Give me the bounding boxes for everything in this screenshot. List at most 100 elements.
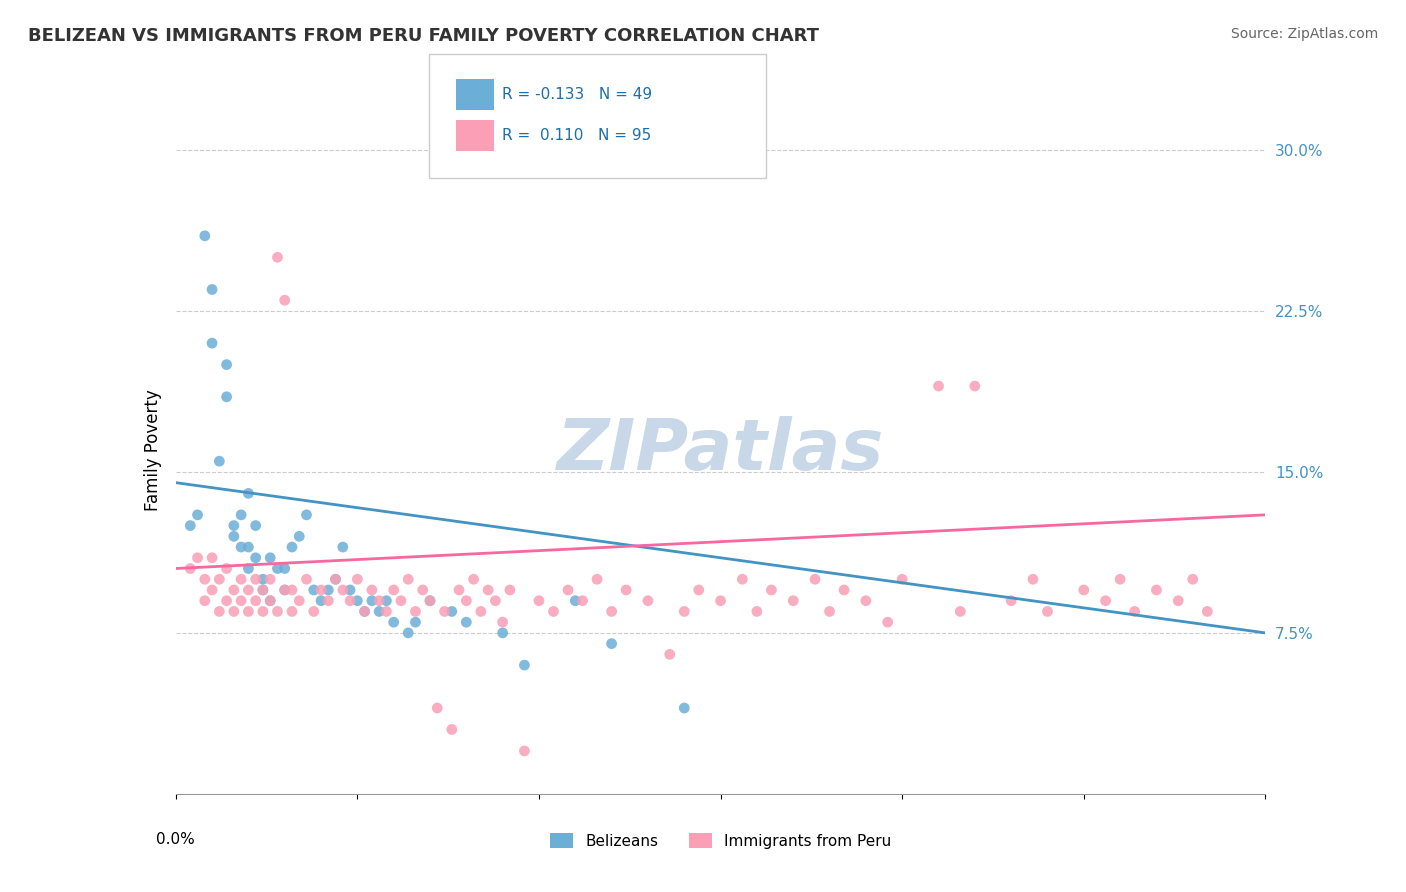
Point xyxy=(231,572,253,586)
Point xyxy=(295,572,318,586)
Point xyxy=(440,723,463,737)
Point xyxy=(375,604,398,618)
Point xyxy=(1000,593,1022,607)
Point xyxy=(215,561,238,575)
Point xyxy=(332,540,354,554)
Point xyxy=(332,582,354,597)
Point xyxy=(186,550,209,565)
Point xyxy=(274,582,297,597)
Point xyxy=(360,582,382,597)
Point xyxy=(513,658,536,673)
Point xyxy=(382,615,405,630)
Point xyxy=(252,604,274,618)
Point xyxy=(309,582,332,597)
Point xyxy=(259,593,281,607)
Point xyxy=(1123,604,1146,618)
Point xyxy=(477,582,499,597)
Point xyxy=(637,593,659,607)
Point xyxy=(274,561,297,575)
Point xyxy=(318,582,340,597)
Text: ZIPatlas: ZIPatlas xyxy=(557,416,884,485)
Point xyxy=(963,379,986,393)
Point xyxy=(419,593,441,607)
Point xyxy=(238,561,260,575)
Point xyxy=(396,572,419,586)
Point xyxy=(274,293,297,308)
Point xyxy=(382,582,405,597)
Point xyxy=(201,582,224,597)
Point xyxy=(353,604,375,618)
Point xyxy=(614,582,637,597)
Point xyxy=(201,336,224,351)
Point xyxy=(238,582,260,597)
Point xyxy=(245,550,267,565)
Point xyxy=(201,550,224,565)
Point xyxy=(231,508,253,522)
Point xyxy=(600,637,623,651)
Point xyxy=(499,582,522,597)
Y-axis label: Family Poverty: Family Poverty xyxy=(143,390,162,511)
Point xyxy=(215,358,238,372)
Point xyxy=(419,593,441,607)
Point xyxy=(309,593,332,607)
Point xyxy=(1167,593,1189,607)
Point xyxy=(252,572,274,586)
Point xyxy=(325,572,347,586)
Point xyxy=(208,604,231,618)
Point xyxy=(405,604,427,618)
Point xyxy=(855,593,877,607)
Point xyxy=(396,626,419,640)
Point xyxy=(440,604,463,618)
Point xyxy=(1109,572,1132,586)
Point xyxy=(527,593,550,607)
Point xyxy=(360,593,382,607)
Point xyxy=(266,561,288,575)
Point xyxy=(194,228,217,243)
Point xyxy=(949,604,972,618)
Point xyxy=(1022,572,1045,586)
Point xyxy=(586,572,609,586)
Point xyxy=(295,508,318,522)
Point xyxy=(281,604,304,618)
Point xyxy=(318,593,340,607)
Point xyxy=(456,615,478,630)
Text: Source: ZipAtlas.com: Source: ZipAtlas.com xyxy=(1230,27,1378,41)
Point xyxy=(194,572,217,586)
Point xyxy=(433,604,456,618)
Point xyxy=(600,604,623,618)
Point xyxy=(231,540,253,554)
Point xyxy=(1073,582,1095,597)
Point xyxy=(238,486,260,500)
Point xyxy=(194,593,217,607)
Point xyxy=(543,604,565,618)
Point xyxy=(339,582,361,597)
Point xyxy=(231,593,253,607)
Point xyxy=(245,572,267,586)
Point xyxy=(731,572,754,586)
Point xyxy=(782,593,804,607)
Point xyxy=(412,582,434,597)
Point xyxy=(252,582,274,597)
Point xyxy=(201,283,224,297)
Point xyxy=(222,604,245,618)
Point xyxy=(288,529,311,543)
Point xyxy=(222,518,245,533)
Point xyxy=(804,572,827,586)
Point xyxy=(245,518,267,533)
Point xyxy=(238,604,260,618)
Legend: Belizeans, Immigrants from Peru: Belizeans, Immigrants from Peru xyxy=(544,827,897,855)
Point xyxy=(818,604,841,618)
Point xyxy=(710,593,733,607)
Point xyxy=(463,572,485,586)
Point xyxy=(470,604,492,618)
Point xyxy=(266,250,288,264)
Point xyxy=(208,572,231,586)
Point xyxy=(484,593,506,607)
Point xyxy=(832,582,855,597)
Point xyxy=(876,615,898,630)
Point xyxy=(222,529,245,543)
Point xyxy=(1036,604,1059,618)
Point xyxy=(761,582,783,597)
Point xyxy=(1146,582,1168,597)
Point xyxy=(222,582,245,597)
